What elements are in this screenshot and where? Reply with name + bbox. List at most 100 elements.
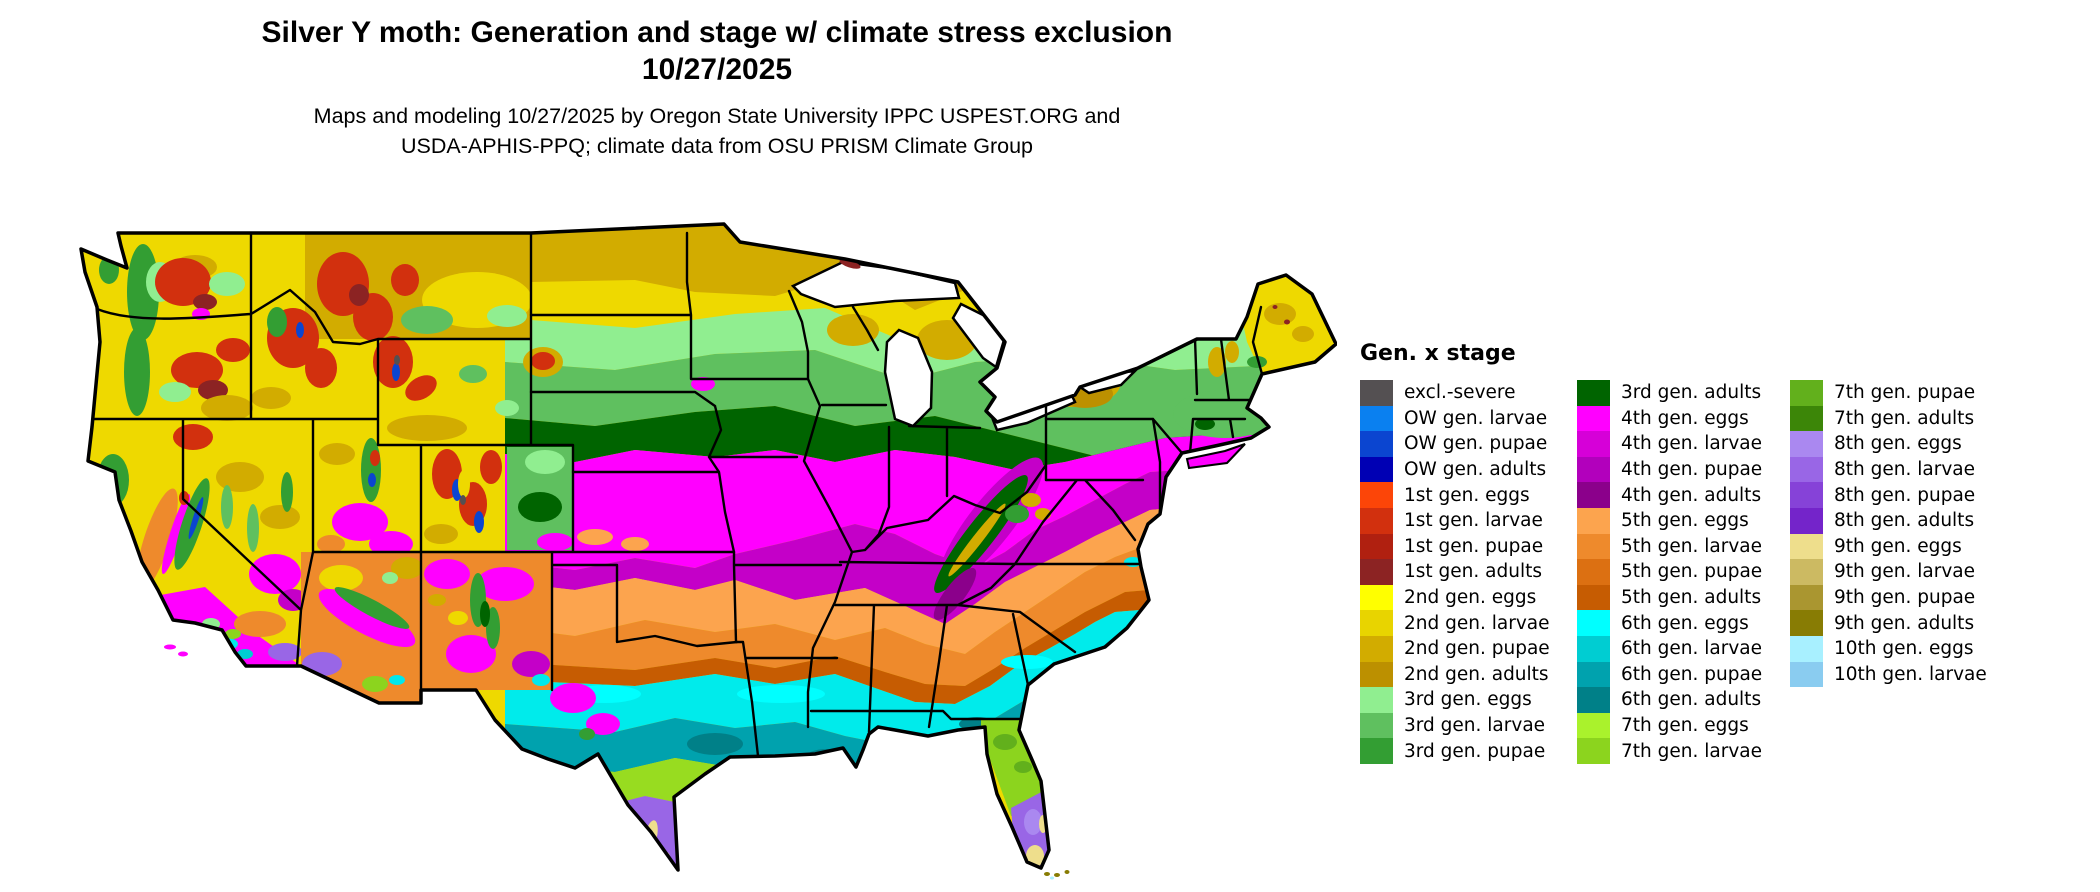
- legend-swatch: [1577, 738, 1610, 764]
- legend-swatch: [1360, 431, 1393, 457]
- legend-label: 3rd gen. eggs: [1404, 689, 1532, 711]
- legend-item: 5th gen. larvae: [1577, 533, 1762, 560]
- legend-swatch: [1577, 482, 1610, 508]
- legend-swatch: [1360, 738, 1393, 764]
- legend-label: 9th gen. adults: [1834, 612, 1975, 634]
- legend-label: 7th gen. pupae: [1834, 382, 1976, 404]
- legend-label: 8th gen. eggs: [1834, 433, 1962, 455]
- legend-swatch: [1790, 559, 1823, 585]
- legend-swatch: [1577, 507, 1610, 534]
- legend-label: 1st gen. adults: [1404, 561, 1542, 583]
- legend-label: 5th gen. pupae: [1621, 561, 1763, 583]
- legend-label: 2nd gen. pupae: [1404, 638, 1550, 660]
- legend-swatch: [1790, 405, 1823, 432]
- legend-column-1: excl.-severe OW gen. larvae OW gen. pupae O…: [1360, 380, 1550, 764]
- legend-item: 8th gen. adults: [1790, 507, 1987, 534]
- legend-swatch: [1360, 559, 1393, 585]
- legend-item: 9th gen. adults: [1790, 610, 1987, 636]
- legend-label: 7th gen. adults: [1834, 407, 1975, 429]
- legend-label: 6th gen. eggs: [1621, 612, 1749, 634]
- legend-label: OW gen. larvae: [1404, 407, 1548, 429]
- legend-item: OW gen. larvae: [1360, 405, 1550, 432]
- legend-label: 10th gen. larvae: [1834, 663, 1987, 685]
- legend-swatch: [1360, 712, 1393, 739]
- legend: Gen. x stage excl.-severe OW gen. larvae O…: [1360, 341, 1987, 765]
- legend-label: 3rd gen. adults: [1621, 382, 1762, 404]
- legend-item: 6th gen. eggs: [1577, 610, 1762, 636]
- legend-swatch: [1360, 405, 1393, 432]
- legend-item: 2nd gen. pupae: [1360, 635, 1550, 662]
- legend-swatch: [1790, 661, 1823, 688]
- legend-item: 9th gen. pupae: [1790, 584, 1987, 611]
- legend-item: 5th gen. eggs: [1577, 507, 1762, 534]
- legend-label: 3rd gen. pupae: [1404, 740, 1546, 762]
- legend-label: 5th gen. eggs: [1621, 510, 1749, 532]
- legend-item: 1st gen. adults: [1360, 559, 1550, 585]
- legend-columns: excl.-severe OW gen. larvae OW gen. pupae O…: [1360, 380, 1987, 765]
- legend-swatch: [1790, 456, 1823, 483]
- legend-label: 6th gen. pupae: [1621, 663, 1763, 685]
- legend-swatch: [1360, 507, 1393, 534]
- legend-item: 1st gen. eggs: [1360, 482, 1550, 508]
- legend-item: OW gen. pupae: [1360, 431, 1550, 457]
- credit-line-1: Maps and modeling 10/27/2025 by Oregon S…: [313, 104, 1121, 128]
- legend-label: 10th gen. eggs: [1834, 638, 1974, 660]
- legend-label: OW gen. pupae: [1404, 433, 1548, 455]
- legend-item: 6th gen. larvae: [1577, 635, 1762, 662]
- legend-swatch: [1577, 712, 1610, 739]
- legend-column-3: 7th gen. pupae 7th gen. adults 8th gen. eg…: [1790, 380, 1987, 688]
- legend-item: 6th gen. adults: [1577, 687, 1762, 713]
- map-date: 10/27/2025: [641, 53, 793, 86]
- legend-item: 3rd gen. eggs: [1360, 687, 1550, 713]
- legend-label: 4th gen. adults: [1621, 484, 1762, 506]
- legend-item: 4th gen. eggs: [1577, 405, 1762, 432]
- legend-swatch: [1577, 635, 1610, 662]
- legend-item: 10th gen. eggs: [1790, 635, 1987, 662]
- legend-item: 2nd gen. adults: [1360, 661, 1550, 688]
- legend-label: excl.-severe: [1404, 382, 1516, 404]
- legend-item: 3rd gen. larvae: [1360, 712, 1550, 739]
- legend-label: 8th gen. larvae: [1834, 459, 1975, 481]
- legend-item: 6th gen. pupae: [1577, 661, 1763, 688]
- legend-title: Gen. x stage: [1360, 341, 1516, 366]
- legend-item: 2nd gen. eggs: [1360, 584, 1550, 611]
- legend-label: 2nd gen. larvae: [1404, 612, 1550, 634]
- legend-label: 9th gen. pupae: [1834, 587, 1976, 609]
- legend-swatch: [1577, 380, 1610, 406]
- legend-label: 8th gen. adults: [1834, 510, 1975, 532]
- legend-item: 9th gen. eggs: [1790, 533, 1987, 560]
- legend-swatch: [1360, 456, 1393, 483]
- page-title: Silver Y moth: Generation and stage w/ c…: [261, 16, 1173, 49]
- legend-item: 2nd gen. larvae: [1360, 610, 1550, 636]
- legend-swatch: [1577, 456, 1610, 483]
- legend-swatch: [1360, 380, 1393, 406]
- legend-swatch: [1790, 431, 1823, 457]
- legend-label: 2nd gen. adults: [1404, 663, 1549, 685]
- legend-item: OW gen. adults: [1360, 456, 1550, 483]
- legend-swatch: [1360, 533, 1393, 560]
- legend-swatch: [1790, 584, 1823, 611]
- legend-item: 5th gen. adults: [1577, 584, 1762, 611]
- legend-item: 1st gen. pupae: [1360, 533, 1550, 560]
- header: Silver Y moth: Generation and stage w/ c…: [90, 14, 1344, 161]
- legend-swatch: [1577, 533, 1610, 560]
- legend-item: 7th gen. pupae: [1790, 380, 1987, 406]
- legend-label: 7th gen. eggs: [1621, 715, 1749, 737]
- legend-item: 7th gen. eggs: [1577, 712, 1762, 739]
- legend-item: 4th gen. larvae: [1577, 431, 1762, 457]
- legend-item: 8th gen. larvae: [1790, 456, 1987, 483]
- legend-label: 6th gen. larvae: [1621, 638, 1762, 660]
- legend-item: 8th gen. eggs: [1790, 431, 1987, 457]
- legend-swatch: [1790, 635, 1823, 662]
- legend-label: 5th gen. adults: [1621, 587, 1762, 609]
- legend-swatch: [1790, 610, 1823, 636]
- legend-item: 3rd gen. adults: [1577, 380, 1762, 406]
- legend-label: 6th gen. adults: [1621, 689, 1762, 711]
- legend-swatch: [1577, 431, 1610, 457]
- legend-item: excl.-severe: [1360, 380, 1550, 406]
- conus-map-graphic: [79, 222, 1338, 880]
- legend-swatch: [1790, 380, 1823, 406]
- legend-item: 3rd gen. pupae: [1360, 738, 1550, 764]
- legend-swatch: [1360, 635, 1393, 662]
